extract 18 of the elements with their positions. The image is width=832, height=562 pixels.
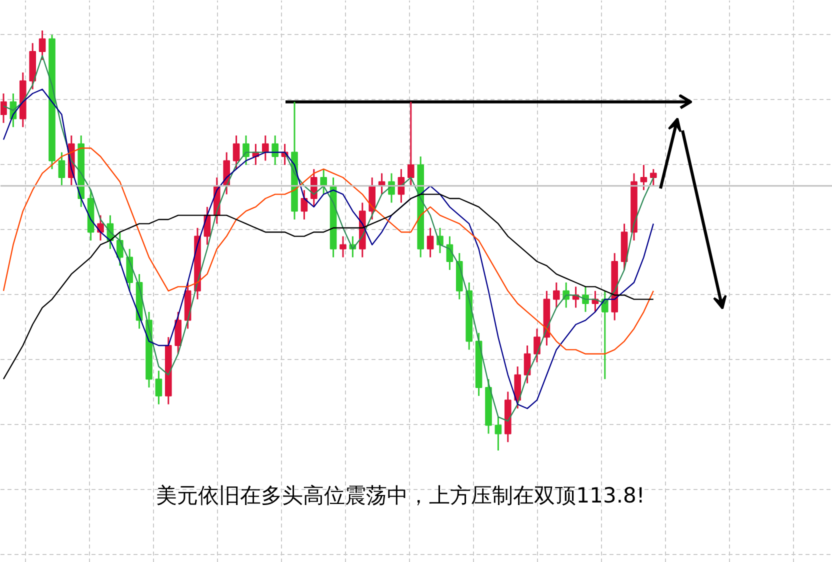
candlestick — [97, 214, 104, 242]
text: 美元依旧在多头高位震荡中，上方压制在双顶113.8! — [156, 484, 645, 508]
candlestick — [232, 134, 240, 170]
candlestick — [494, 416, 502, 452]
candlestick — [272, 134, 279, 166]
candlestick — [640, 164, 648, 191]
candlestick — [38, 30, 46, 61]
candlestick — [242, 134, 250, 166]
candlestick — [534, 328, 540, 364]
candlestick — [0, 92, 7, 124]
candlestick — [340, 236, 346, 258]
candlestick — [58, 152, 66, 187]
candlestick — [155, 370, 162, 406]
candlestick — [116, 231, 124, 266]
candlestick — [407, 101, 414, 187]
candlestick — [552, 282, 560, 308]
candlestick — [650, 168, 657, 187]
candlestick — [426, 227, 434, 258]
